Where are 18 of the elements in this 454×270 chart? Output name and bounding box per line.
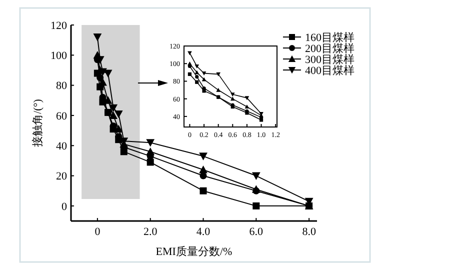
y-tick-label: 40 bbox=[56, 140, 68, 152]
legend-label: 160目煤样 bbox=[305, 32, 354, 44]
x-tick-label: 0 bbox=[94, 226, 101, 238]
y-axis-title: 接触角/(°) bbox=[31, 98, 44, 147]
y-tick-label: 100 bbox=[50, 50, 68, 62]
y-tick-label: 80 bbox=[56, 80, 68, 92]
legend-label: 300目煤样 bbox=[305, 54, 354, 66]
x-tick-label: 8.0 bbox=[302, 226, 316, 238]
x-axis-title: EMI质量分数/% bbox=[156, 245, 232, 258]
legend-label: 200目煤样 bbox=[305, 43, 354, 55]
y-tick-label: 0 bbox=[62, 200, 68, 213]
x-tick-label: 6.0 bbox=[249, 226, 264, 238]
legend-label: 400目煤样 bbox=[305, 65, 354, 77]
x-tick-label: 4.0 bbox=[196, 226, 211, 238]
y-tick-label: 60 bbox=[56, 110, 68, 122]
y-tick-label: 120 bbox=[50, 20, 68, 32]
x-tick-label: 2.0 bbox=[143, 226, 158, 238]
y-tick-label: 20 bbox=[56, 170, 68, 183]
